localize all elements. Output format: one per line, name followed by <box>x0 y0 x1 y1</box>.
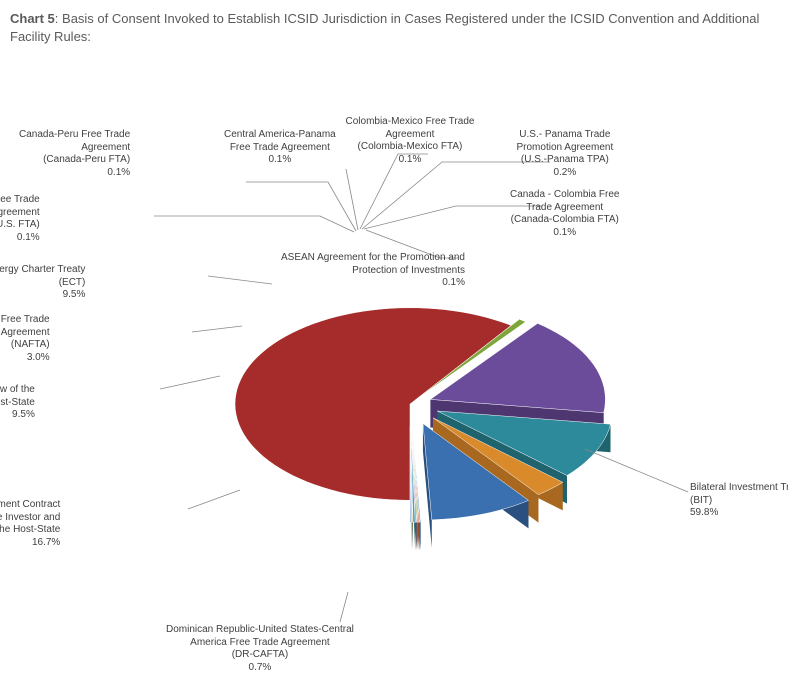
leader-line <box>208 276 272 284</box>
chart-title: Chart 5: Basis of Consent Invoked to Est… <box>10 10 778 46</box>
leader-line <box>154 216 354 232</box>
slice-label: Investment Contractbetween the Investor … <box>0 499 60 549</box>
slice-label: Dominican Republic-United States-Central… <box>166 624 354 674</box>
leader-line <box>585 449 688 492</box>
slice-label: Canada-Peru Free TradeAgreement(Canada-P… <box>19 129 130 179</box>
slice-label: Colombia-Mexico Free TradeAgreement(Colo… <box>346 116 475 166</box>
leader-line <box>160 376 220 389</box>
leader-line <box>346 169 358 230</box>
slice-label: U.S.- Panama TradePromotion Agreement(U.… <box>517 129 614 179</box>
leader-line <box>246 182 356 231</box>
slice-label: North American Free TradeAgreement(NAFTA… <box>0 314 50 364</box>
slice-label: ASEAN Agreement for the Promotion andPro… <box>281 252 465 290</box>
slice-label: Oman-U.S. Free TradeAgreement(Oman-U.S. … <box>0 194 40 244</box>
slice-label: Energy Charter Treaty(ECT)9.5% <box>0 264 85 302</box>
title-prefix: Chart 5 <box>10 11 55 26</box>
slice-label: Central America-PanamaFree Trade Agreeme… <box>224 129 336 167</box>
leader-line <box>188 490 240 509</box>
slice-label: Canada - Colombia FreeTrade Agreement(Ca… <box>510 189 620 239</box>
leader-line <box>340 592 348 622</box>
slice-label: Bilateral Investment Treaty(BIT)59.8% <box>690 482 788 520</box>
slice-label: Investment Law of theHost-State9.5% <box>0 384 35 422</box>
title-text: : Basis of Consent Invoked to Establish … <box>10 11 759 44</box>
pie-chart: Bilateral Investment Treaty(BIT)59.8%Dom… <box>10 54 778 674</box>
leader-line <box>192 326 242 332</box>
